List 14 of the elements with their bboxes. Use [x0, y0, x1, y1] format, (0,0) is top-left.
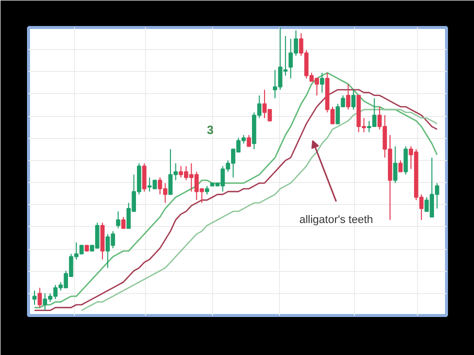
candlestick: [142, 162, 146, 192]
candlestick: [121, 216, 126, 229]
annotation: alligator's teeth: [299, 214, 374, 226]
candlestick: [116, 210, 120, 229]
candlestick: [404, 146, 408, 176]
candlestick: [38, 287, 42, 308]
candlestick: [320, 72, 324, 94]
candlestick: [351, 89, 356, 110]
candlestick: [32, 290, 37, 306]
candlestick: [246, 134, 251, 147]
annotation: 3: [206, 122, 214, 137]
candlestick: [346, 84, 350, 110]
candlestick: [393, 146, 398, 184]
candlestick: [398, 160, 403, 172]
